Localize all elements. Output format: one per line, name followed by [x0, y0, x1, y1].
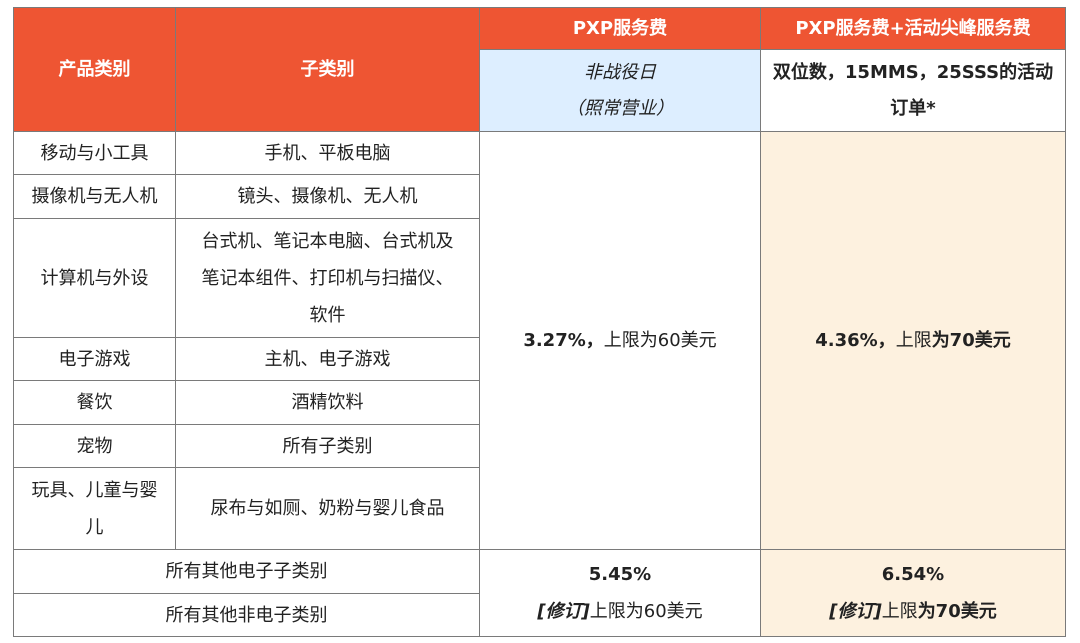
header-pxp-fee: PXP服务费 [479, 7, 761, 50]
category-line: 玩具、儿童与婴 [31, 479, 158, 501]
subcategory-cell: 所有子类别 [175, 424, 480, 468]
subcategory-cell: 主机、电子游戏 [175, 337, 480, 381]
subcategory-cell: 台式机、笔记本电脑、台式机及 笔记本组件、打印机与扫描仪、 软件 [175, 218, 480, 338]
peak-other-rate: 6.54% [881, 564, 945, 585]
peak-main-rate: 4.36%， [815, 330, 896, 351]
pxp-main-cap: 上限为60美元 [603, 330, 717, 351]
category-cell: 玩具、儿童与婴 儿 [13, 467, 176, 550]
peak-subheader: 双位数，15MMS，25SSS的活动 订单* [760, 49, 1066, 132]
pxp-subheader-line1: 非战役日 [584, 61, 656, 83]
category-line: 儿 [85, 516, 104, 538]
table-row: 所有其他电子子类别 5.45% [修订]上限为60美元 6.54% [修订]上限… [13, 549, 1066, 637]
category-cell: 宠物 [13, 424, 176, 468]
table-row: 移动与小工具 手机、平板电脑 3.27%，上限为60美元 4.36%，上限为70… [13, 131, 1066, 550]
peak-main-cap-bold: 为70美元 [931, 330, 1011, 351]
pxp-other-fee-cell: 5.45% [修订]上限为60美元 [479, 549, 761, 637]
category-cell: 餐饮 [13, 380, 176, 425]
subcategory-cell: 镜头、摄像机、无人机 [175, 174, 480, 219]
peak-other-cap-prefix: 上限 [881, 601, 918, 622]
category-cell: 移动与小工具 [13, 131, 176, 175]
fee-table: 产品类别 子类别 PXP服务费 PXP服务费+活动尖峰服务费 非战役日 （照常营… [13, 7, 1066, 637]
pxp-subheader: 非战役日 （照常营业） [479, 49, 761, 132]
peak-main-fee-cell: 4.36%，上限为70美元 [760, 131, 1066, 550]
other-electronic-cell: 所有其他电子子类别 [13, 549, 480, 594]
category-cell: 电子游戏 [13, 337, 176, 381]
pxp-other-rate: 5.45% [588, 564, 652, 585]
peak-subheader-line1: 双位数，15MMS，25SSS的活动 [772, 61, 1054, 83]
pxp-main-rate: 3.27%， [523, 330, 604, 351]
pxp-subheader-line2: （照常营业） [566, 97, 674, 119]
pxp-revised-tag: [修订] [537, 601, 590, 622]
pxp-other-cap: 上限为60美元 [589, 601, 703, 622]
category-cell: 摄像机与无人机 [13, 174, 176, 219]
subcategory-line: 台式机、笔记本电脑、台式机及 [201, 230, 454, 252]
table-row: 电子游戏 主机、电子游戏 [13, 337, 1066, 381]
category-cell: 计算机与外设 [13, 218, 176, 338]
table-row: 玩具、儿童与婴 儿 尿布与如厕、奶粉与婴儿食品 [13, 467, 1066, 550]
subcategory-cell: 手机、平板电脑 [175, 131, 480, 175]
peak-main-cap-prefix: 上限 [895, 330, 932, 351]
table-row: 所有其他非电子类别 [13, 593, 1066, 637]
subcategory-cell: 尿布与如厕、奶粉与婴儿食品 [175, 467, 480, 550]
table-row: 宠物 所有子类别 [13, 424, 1066, 468]
subcategory-line: 笔记本组件、打印机与扫描仪、 [201, 267, 454, 289]
peak-revised-tag: [修订] [829, 601, 882, 622]
peak-other-fee-cell: 6.54% [修订]上限为70美元 [760, 549, 1066, 637]
other-non-electronic-cell: 所有其他非电子类别 [13, 593, 480, 637]
subcategory-line: 软件 [309, 304, 346, 326]
peak-other-cap-bold: 为70美元 [917, 601, 997, 622]
header-pxp-peak-fee: PXP服务费+活动尖峰服务费 [760, 7, 1066, 50]
table-row: 摄像机与无人机 镜头、摄像机、无人机 [13, 174, 1066, 219]
subcategory-cell: 酒精饮料 [175, 380, 480, 425]
pxp-main-fee-cell: 3.27%，上限为60美元 [479, 131, 761, 550]
peak-subheader-line2: 订单* [890, 97, 936, 119]
header-subcategory: 子类别 [175, 7, 480, 132]
header-category: 产品类别 [13, 7, 176, 132]
table-row: 计算机与外设 台式机、笔记本电脑、台式机及 笔记本组件、打印机与扫描仪、 软件 [13, 218, 1066, 338]
